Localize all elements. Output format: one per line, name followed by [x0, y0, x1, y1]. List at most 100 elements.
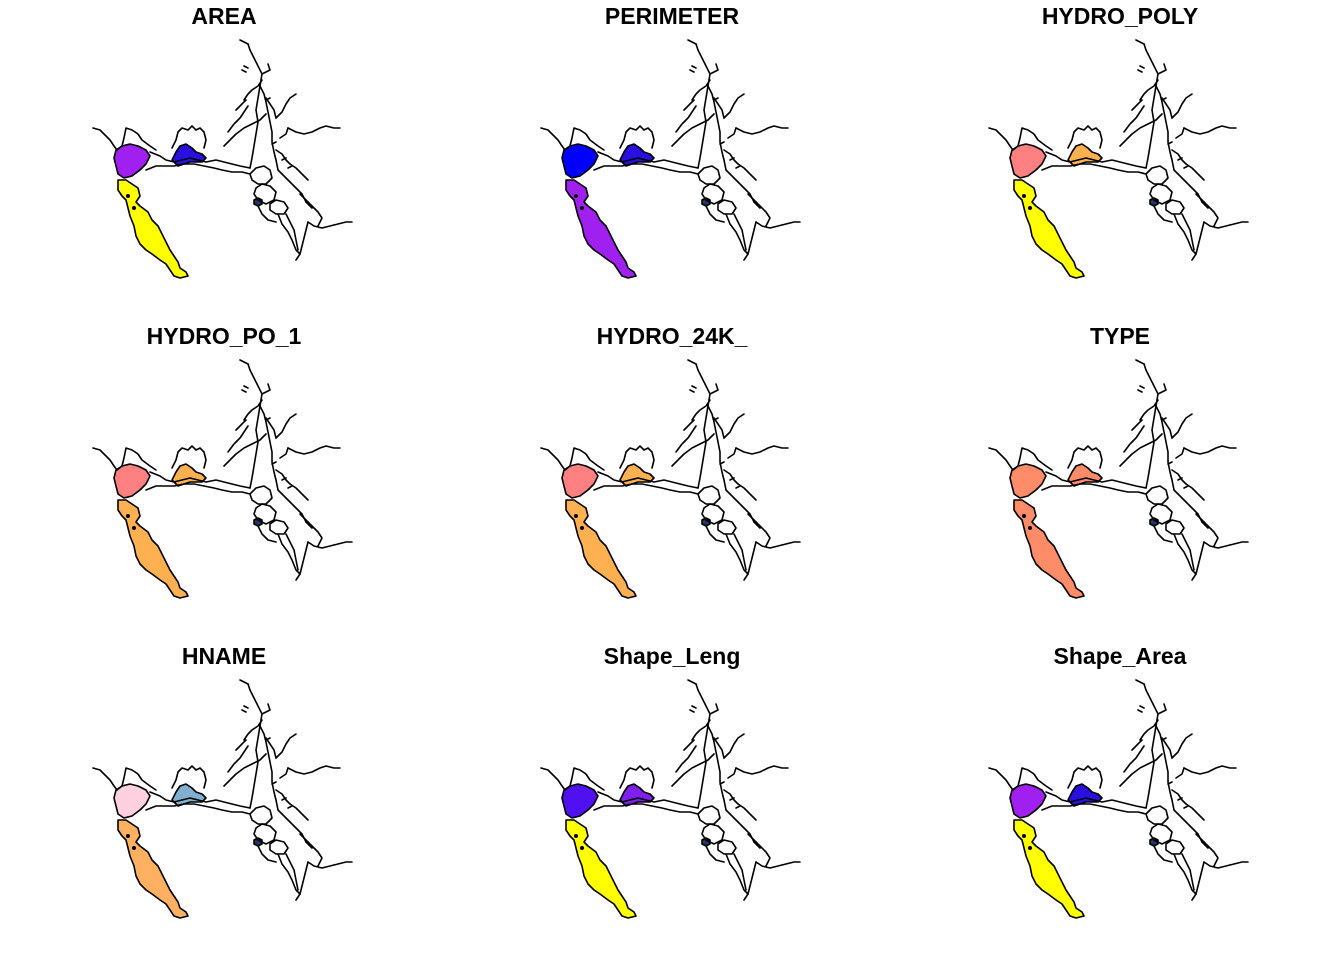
- map-figure: [540, 679, 801, 919]
- map-panel-hydro-po-1: HYDRO_PO_1: [0, 320, 448, 640]
- north-bay-polygon: [113, 783, 151, 819]
- waterway-outline: [753, 201, 761, 209]
- waterway-outline: [687, 39, 697, 45]
- waterway-outline: [1161, 737, 1173, 759]
- waterway-outline: [564, 447, 605, 471]
- waterway-outline: [593, 483, 699, 495]
- delta-spot-polygon: [253, 197, 263, 207]
- suisun-bay-polygon: [171, 143, 207, 167]
- waterway-outline: [257, 205, 277, 223]
- waterway-outline: [271, 141, 277, 145]
- waterway-outline: [988, 767, 1014, 791]
- island-dot: [126, 194, 130, 198]
- waterway-outline: [1173, 213, 1197, 255]
- waterway-outline: [733, 213, 747, 251]
- delta-spot-polygon: [1149, 517, 1159, 527]
- waterway-outline: [743, 221, 757, 261]
- map-panel-shape-area: Shape_Area: [896, 640, 1344, 960]
- waterway-outline: [1203, 861, 1249, 869]
- waterway-outline: [235, 99, 247, 111]
- island-dot: [580, 846, 584, 850]
- waterway-outline: [92, 127, 118, 151]
- waterway-outline: [249, 485, 273, 505]
- waterway-outline: [1041, 163, 1147, 175]
- waterway-outline: [285, 533, 299, 571]
- map-figure: [988, 679, 1249, 919]
- map-figure: [540, 359, 801, 599]
- waterway-outline: [1161, 417, 1173, 439]
- waterway-outline: [1177, 157, 1183, 161]
- waterway-outline: [1139, 65, 1145, 69]
- waterway-outline: [261, 383, 271, 395]
- waterway-outline: [295, 861, 309, 901]
- waterway-outline: [116, 127, 157, 151]
- north-bay-polygon: [561, 143, 599, 179]
- waterway-outline: [1139, 79, 1159, 101]
- waterway-outline: [265, 417, 271, 421]
- map-panel-hydro-24k: HYDRO_24K_: [448, 320, 896, 640]
- waterway-outline: [1153, 205, 1173, 223]
- waterway-outline: [247, 43, 263, 169]
- waterway-outline: [247, 683, 263, 809]
- waterway-outline: [1131, 419, 1143, 431]
- delta-spot-polygon: [1149, 197, 1159, 207]
- north-bay-polygon: [561, 463, 599, 499]
- waterway-outline: [735, 125, 789, 135]
- island-dot: [132, 206, 136, 210]
- panel-title: PERIMETER: [604, 3, 740, 29]
- waterway-outline: [713, 97, 725, 119]
- waterway-outline: [241, 69, 247, 73]
- waterway-outline: [695, 683, 711, 809]
- waterway-outline: [281, 157, 287, 161]
- waterway-outline: [753, 841, 761, 849]
- waterway-outline: [253, 183, 277, 205]
- waterway-outline: [1175, 767, 1185, 779]
- suisun-bay-polygon: [1067, 783, 1103, 807]
- waterway-outline: [1173, 533, 1197, 575]
- waterway-outline: [725, 809, 755, 843]
- waterway-outline: [695, 43, 711, 169]
- waterway-outline: [239, 39, 249, 45]
- waterway-outline: [689, 69, 695, 73]
- waterway-outline: [277, 853, 301, 895]
- waterway-outline: [223, 753, 267, 787]
- waterway-outline: [1145, 485, 1169, 505]
- waterway-outline: [1123, 745, 1145, 773]
- waterway-outline: [675, 425, 697, 453]
- waterway-outline: [1183, 805, 1189, 809]
- waterway-outline: [285, 213, 299, 251]
- waterway-outline: [1135, 359, 1145, 365]
- waterway-outline: [249, 805, 273, 825]
- waterway-outline: [593, 803, 699, 815]
- south-bay-polygon: [117, 499, 189, 599]
- waterway-outline: [725, 213, 749, 255]
- waterway-outline: [729, 797, 735, 801]
- waterway-outline: [253, 823, 277, 845]
- suisun-bay-polygon: [1067, 463, 1103, 487]
- waterway-outline: [1181, 213, 1195, 251]
- waterway-outline: [275, 469, 309, 501]
- waterway-outline: [1153, 525, 1173, 543]
- waterway-outline: [1155, 405, 1175, 491]
- waterway-outline: [691, 79, 711, 101]
- waterway-outline: [249, 165, 273, 185]
- waterway-outline: [689, 709, 695, 713]
- waterway-outline: [1137, 69, 1143, 73]
- waterway-outline: [1173, 489, 1203, 523]
- waterway-outline: [275, 733, 297, 759]
- waterway-outline: [257, 845, 277, 863]
- waterway-outline: [723, 413, 745, 439]
- waterway-outline: [1161, 97, 1173, 119]
- waterway-outline: [735, 445, 789, 455]
- waterway-outline: [1139, 385, 1145, 389]
- waterway-outline: [727, 127, 737, 139]
- waterway-outline: [287, 125, 341, 135]
- waterway-outline: [540, 127, 566, 151]
- waterway-outline: [671, 433, 715, 467]
- map-figure: [92, 679, 353, 919]
- island-dot: [126, 834, 130, 838]
- waterway-outline: [597, 471, 699, 489]
- waterway-outline: [619, 125, 655, 149]
- island-dot: [580, 526, 584, 530]
